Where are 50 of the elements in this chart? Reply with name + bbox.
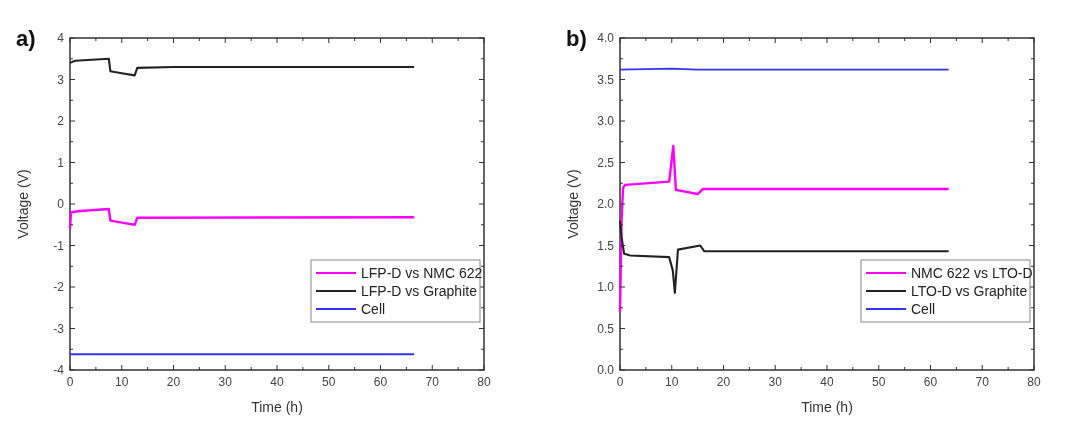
x-tick-label: 0	[616, 375, 624, 389]
legend-label: Cell	[911, 301, 936, 317]
y-tick-label: 2.0	[597, 197, 615, 211]
x-tick-label: 70	[975, 375, 990, 389]
x-tick-label: 60	[923, 375, 938, 389]
y-tick-label: 0	[57, 197, 65, 211]
x-tick-label: 20	[166, 375, 181, 389]
x-tick-label: 30	[768, 375, 783, 389]
legend-label: Cell	[361, 301, 386, 317]
y-tick-label: 1.0	[597, 280, 615, 294]
x-tick-label: 10	[665, 375, 679, 389]
y-tick-label: -1	[53, 238, 65, 253]
x-tick-label: 50	[322, 375, 336, 389]
line-series	[68, 207, 416, 231]
x-tick-label: 30	[218, 375, 233, 389]
legend-label: LTO-D vs Graphite	[911, 283, 1028, 299]
x-tick-label: 40	[270, 375, 284, 389]
y-tick-label: 4.0	[597, 31, 615, 45]
x-tick-label: 20	[716, 375, 731, 389]
y-tick-label: 2.5	[597, 155, 615, 170]
y-axis-title: Voltage (V)	[15, 169, 31, 239]
chart-title: b)	[566, 26, 587, 51]
y-tick-label: -2	[53, 280, 65, 294]
y-tick-label: 0.5	[597, 321, 615, 336]
y-tick-label: 4	[57, 31, 65, 45]
x-axis-title: Time (h)	[801, 399, 853, 415]
y-tick-label: 0.0	[597, 363, 615, 377]
x-tick-label: 50	[872, 375, 886, 389]
legend-label: LFP-D vs Graphite	[361, 283, 478, 299]
legend-label: LFP-D vs NMC 622	[361, 265, 483, 281]
y-tick-label: 3	[57, 72, 65, 87]
chart-title: a)	[16, 26, 36, 51]
y-tick-label: 2	[57, 114, 65, 128]
x-tick-label: 70	[425, 375, 440, 389]
x-axis-title: Time (h)	[251, 399, 303, 415]
x-tick-label: 0	[66, 375, 74, 389]
y-tick-label: 1.5	[597, 238, 615, 253]
x-tick-label: 80	[1027, 375, 1041, 389]
line-series	[68, 57, 416, 77]
y-tick-label: -3	[53, 321, 65, 336]
x-tick-label: 10	[115, 375, 129, 389]
y-tick-label: 1	[57, 155, 65, 170]
x-tick-label: 40	[820, 375, 834, 389]
y-tick-label: 3.5	[597, 72, 615, 87]
x-tick-label: 80	[477, 375, 491, 389]
legend-label: NMC 622 vs LTO-D	[911, 265, 1033, 281]
x-tick-label: 60	[373, 375, 388, 389]
y-tick-label: 3.0	[597, 114, 615, 128]
y-tick-label: -4	[53, 363, 65, 377]
y-axis-title: Voltage (V)	[565, 169, 581, 239]
